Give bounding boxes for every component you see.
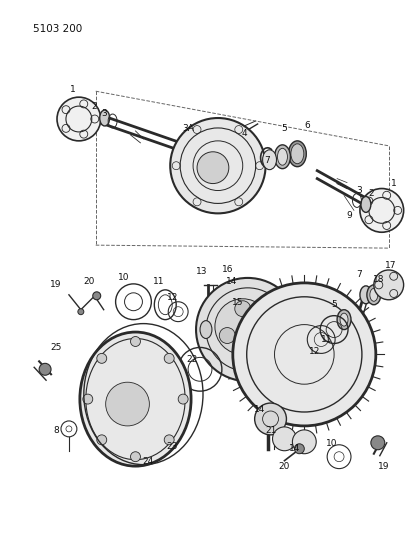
Text: 12: 12 bbox=[308, 347, 320, 356]
Text: 6: 6 bbox=[304, 122, 310, 131]
Circle shape bbox=[170, 118, 266, 213]
Text: 19: 19 bbox=[50, 280, 62, 289]
Text: 10: 10 bbox=[118, 273, 129, 282]
Text: 19: 19 bbox=[378, 462, 390, 471]
Circle shape bbox=[131, 336, 140, 346]
Text: 3: 3 bbox=[101, 109, 106, 118]
Circle shape bbox=[93, 292, 101, 300]
Text: 3A: 3A bbox=[182, 124, 194, 133]
Text: 25: 25 bbox=[50, 343, 62, 352]
Ellipse shape bbox=[100, 110, 110, 126]
Text: 22: 22 bbox=[186, 355, 198, 364]
Circle shape bbox=[215, 299, 271, 354]
Text: 23: 23 bbox=[166, 442, 178, 451]
Text: 2: 2 bbox=[91, 102, 97, 111]
Circle shape bbox=[371, 436, 385, 450]
Text: 11: 11 bbox=[153, 277, 164, 286]
Text: 12: 12 bbox=[166, 293, 178, 302]
Text: 14: 14 bbox=[289, 444, 300, 453]
Circle shape bbox=[255, 403, 286, 435]
Text: 15: 15 bbox=[232, 298, 244, 307]
Ellipse shape bbox=[200, 321, 212, 338]
Text: 9: 9 bbox=[346, 211, 352, 220]
Circle shape bbox=[57, 97, 101, 141]
Text: 2: 2 bbox=[368, 189, 374, 198]
Circle shape bbox=[250, 328, 266, 343]
Text: 7: 7 bbox=[356, 270, 362, 279]
Circle shape bbox=[295, 444, 304, 454]
Circle shape bbox=[293, 430, 316, 454]
Text: 20: 20 bbox=[279, 462, 290, 471]
Text: 5: 5 bbox=[331, 300, 337, 309]
Text: 18: 18 bbox=[373, 276, 385, 285]
Ellipse shape bbox=[263, 150, 277, 169]
Text: 20: 20 bbox=[83, 277, 95, 286]
Text: 7: 7 bbox=[265, 156, 271, 165]
Text: 5: 5 bbox=[282, 124, 287, 133]
Text: 14: 14 bbox=[254, 405, 265, 414]
Text: 24: 24 bbox=[143, 457, 154, 466]
Ellipse shape bbox=[288, 141, 306, 167]
Ellipse shape bbox=[204, 328, 216, 336]
Text: 16: 16 bbox=[222, 265, 234, 274]
Circle shape bbox=[164, 353, 174, 364]
Text: 14: 14 bbox=[226, 277, 237, 286]
Circle shape bbox=[97, 435, 107, 445]
Circle shape bbox=[273, 427, 296, 451]
Circle shape bbox=[83, 394, 93, 404]
Ellipse shape bbox=[340, 313, 348, 326]
Ellipse shape bbox=[275, 145, 290, 168]
Text: 3: 3 bbox=[356, 186, 362, 195]
Circle shape bbox=[131, 452, 140, 462]
Ellipse shape bbox=[80, 332, 191, 466]
Circle shape bbox=[220, 328, 235, 343]
Ellipse shape bbox=[277, 148, 287, 165]
Text: 5103 200: 5103 200 bbox=[33, 23, 82, 34]
Circle shape bbox=[360, 189, 404, 232]
Circle shape bbox=[97, 353, 107, 364]
Circle shape bbox=[78, 309, 84, 314]
Text: 1: 1 bbox=[70, 85, 76, 94]
Circle shape bbox=[106, 382, 149, 426]
Circle shape bbox=[233, 283, 376, 426]
Text: 17: 17 bbox=[385, 261, 397, 270]
Circle shape bbox=[196, 278, 299, 381]
Ellipse shape bbox=[361, 197, 371, 212]
Ellipse shape bbox=[337, 310, 351, 329]
Circle shape bbox=[197, 152, 229, 183]
Circle shape bbox=[164, 435, 174, 445]
Circle shape bbox=[235, 301, 251, 317]
Ellipse shape bbox=[291, 144, 304, 164]
Text: 4: 4 bbox=[242, 130, 248, 139]
Circle shape bbox=[374, 270, 404, 300]
Text: 13: 13 bbox=[196, 268, 208, 277]
Text: 8: 8 bbox=[53, 426, 59, 435]
Circle shape bbox=[178, 394, 188, 404]
Text: 1: 1 bbox=[391, 179, 397, 188]
Text: 11: 11 bbox=[322, 335, 333, 344]
Circle shape bbox=[39, 364, 51, 375]
Text: 21: 21 bbox=[266, 426, 277, 435]
Ellipse shape bbox=[284, 321, 295, 338]
Ellipse shape bbox=[360, 286, 372, 304]
Ellipse shape bbox=[370, 288, 378, 301]
Text: 10: 10 bbox=[326, 439, 338, 448]
Ellipse shape bbox=[367, 285, 381, 305]
